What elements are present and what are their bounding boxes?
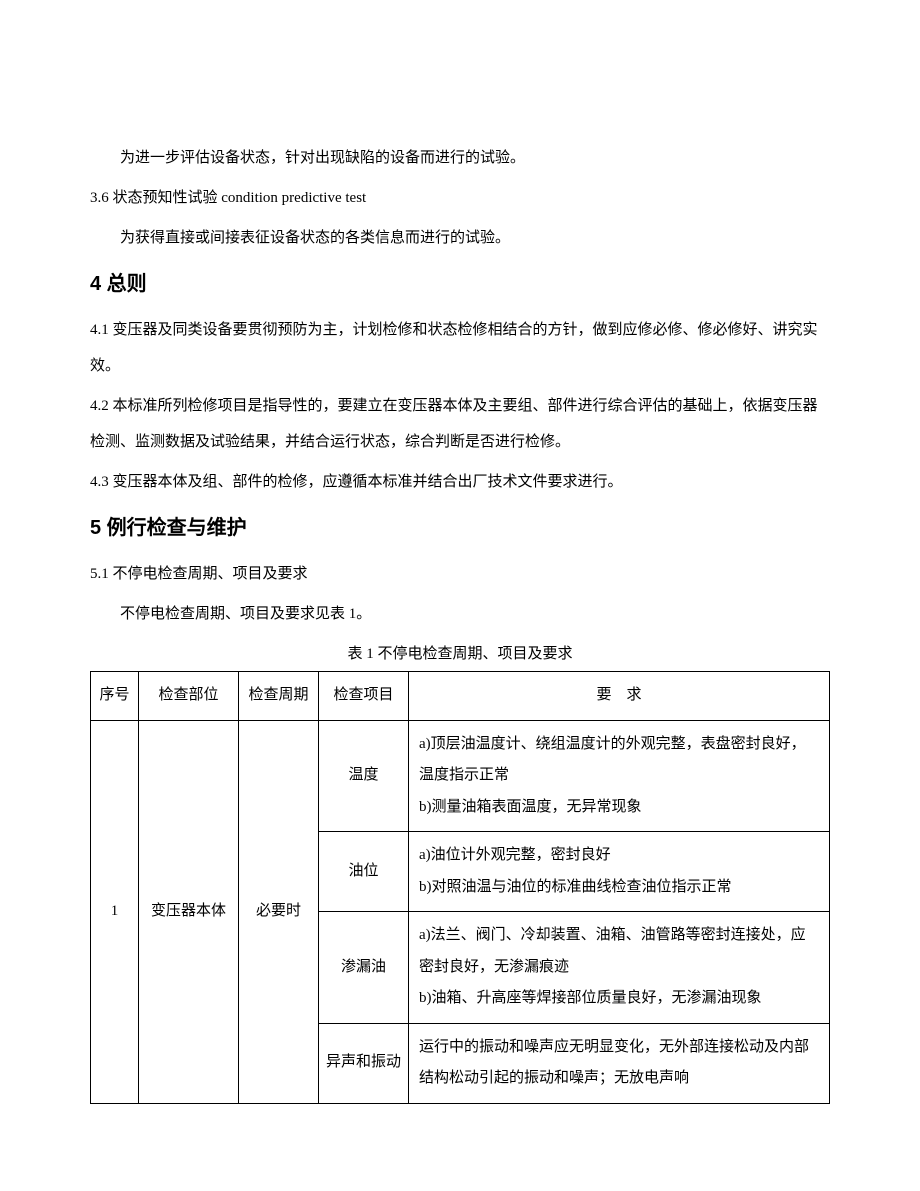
cell-req-3: 运行中的振动和噪声应无明显变化，无外部连接松动及内部结构松动引起的振动和噪声；无… <box>409 1023 830 1103</box>
table-row: 1 变压器本体 必要时 温度 a)顶层油温度计、绕组温度计的外观完整，表盘密封良… <box>91 720 830 832</box>
th-part: 检查部位 <box>139 672 239 721</box>
cell-item-1: 油位 <box>319 832 409 912</box>
cell-req-2: a)法兰、阀门、冷却装置、油箱、油管路等密封连接处，应密封良好，无渗漏痕迹b)油… <box>409 912 830 1024</box>
para-intro-1: 为进一步评估设备状态，针对出现缺陷的设备而进行的试验。 <box>90 140 830 176</box>
table-header-row: 序号 检查部位 检查周期 检查项目 要求 <box>91 672 830 721</box>
th-item: 检查项目 <box>319 672 409 721</box>
table-1-caption: 表 1 不停电检查周期、项目及要求 <box>90 638 830 671</box>
cell-item-0: 温度 <box>319 720 409 832</box>
table-1: 序号 检查部位 检查周期 检查项目 要求 1 变压器本体 必要时 温度 a)顶层… <box>90 671 830 1104</box>
heading-5: 5 例行检查与维护 <box>90 504 830 552</box>
para-4-3: 4.3 变压器本体及组、部件的检修，应遵循本标准并结合出厂技术文件要求进行。 <box>90 464 830 500</box>
para-5-1: 5.1 不停电检查周期、项目及要求 <box>90 556 830 592</box>
cell-period: 必要时 <box>239 720 319 1103</box>
para-4-1: 4.1 变压器及同类设备要贯彻预防为主，计划检修和状态检修相结合的方针，做到应修… <box>90 312 830 384</box>
para-5-1-text: 不停电检查周期、项目及要求见表 1。 <box>90 596 830 632</box>
clause-3-6: 3.6 状态预知性试验 condition predictive test <box>90 180 830 216</box>
th-num: 序号 <box>91 672 139 721</box>
cell-req-0: a)顶层油温度计、绕组温度计的外观完整，表盘密封良好，温度指示正常b)测量油箱表… <box>409 720 830 832</box>
cell-num: 1 <box>91 720 139 1103</box>
cell-item-3: 异声和振动 <box>319 1023 409 1103</box>
para-intro-2: 为获得直接或间接表征设备状态的各类信息而进行的试验。 <box>90 220 830 256</box>
cell-req-1: a)油位计外观完整，密封良好b)对照油温与油位的标准曲线检查油位指示正常 <box>409 832 830 912</box>
th-period: 检查周期 <box>239 672 319 721</box>
th-req: 要求 <box>409 672 830 721</box>
cell-part: 变压器本体 <box>139 720 239 1103</box>
cell-item-2: 渗漏油 <box>319 912 409 1024</box>
para-4-2: 4.2 本标准所列检修项目是指导性的，要建立在变压器本体及主要组、部件进行综合评… <box>90 388 830 460</box>
heading-4: 4 总则 <box>90 260 830 308</box>
